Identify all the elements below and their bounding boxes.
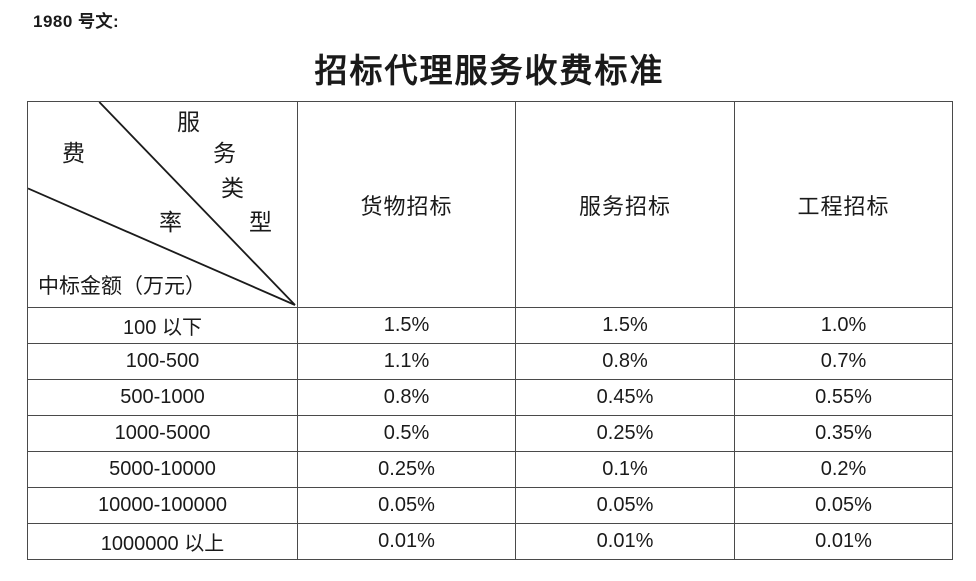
fee-value-cell: 0.35% bbox=[734, 415, 953, 452]
fee-value-cell: 0.05% bbox=[734, 487, 953, 524]
fee-value-cell: 0.55% bbox=[734, 379, 953, 416]
table-header-row: 服 务 类 型 费 率 中标金额（万元） 货物招标 服务招标 工程招标 bbox=[27, 101, 953, 308]
col-header-service-bidding: 服务招标 bbox=[515, 101, 735, 308]
diagonal-divider-lines bbox=[28, 102, 296, 306]
row-label-cell: 1000-5000 bbox=[27, 415, 298, 452]
fee-value-cell: 0.5% bbox=[297, 415, 516, 452]
table-row: 1000-5000 0.5% 0.25% 0.35% bbox=[27, 415, 953, 452]
fee-value-cell: 0.25% bbox=[297, 451, 516, 488]
row-label-cell: 1000000 以上 bbox=[27, 523, 298, 560]
fee-value-cell: 0.01% bbox=[734, 523, 953, 560]
fee-value-cell: 0.25% bbox=[515, 415, 735, 452]
table-row: 100 以下 1.5% 1.5% 1.0% bbox=[27, 307, 953, 344]
fee-value-cell: 1.5% bbox=[297, 307, 516, 344]
fee-value-cell: 0.05% bbox=[297, 487, 516, 524]
row-label-cell: 100 以下 bbox=[27, 307, 298, 344]
table-row: 500-1000 0.8% 0.45% 0.55% bbox=[27, 379, 953, 416]
table-row: 10000-100000 0.05% 0.05% 0.05% bbox=[27, 487, 953, 524]
page-title: 招标代理服务收费标准 bbox=[314, 54, 665, 90]
fee-value-cell: 0.01% bbox=[297, 523, 516, 560]
fee-standard-table: 服 务 类 型 费 率 中标金额（万元） 货物招标 服务招标 工程招标 100 … bbox=[27, 101, 953, 560]
fee-value-cell: 0.45% bbox=[515, 379, 735, 416]
row-label-cell: 500-1000 bbox=[27, 379, 298, 416]
fee-value-cell: 1.0% bbox=[734, 307, 953, 344]
row-label-cell: 100-500 bbox=[27, 343, 298, 380]
corner-service-type-char-3: 类 bbox=[221, 176, 244, 201]
fee-value-cell: 0.05% bbox=[515, 487, 735, 524]
row-label-cell: 10000-100000 bbox=[27, 487, 298, 524]
fee-value-cell: 0.8% bbox=[515, 343, 735, 380]
corner-service-type-char-2: 务 bbox=[213, 141, 236, 166]
corner-service-type-char-4: 型 bbox=[249, 210, 272, 235]
corner-service-type-char-1: 服 bbox=[177, 110, 200, 135]
fee-value-cell: 0.8% bbox=[297, 379, 516, 416]
diagonal-corner-cell: 服 务 类 型 费 率 中标金额（万元） bbox=[27, 101, 298, 308]
table-row: 100-500 1.1% 0.8% 0.7% bbox=[27, 343, 953, 380]
fee-value-cell: 0.7% bbox=[734, 343, 953, 380]
fee-value-cell: 0.01% bbox=[515, 523, 735, 560]
row-label-cell: 5000-10000 bbox=[27, 451, 298, 488]
table-row: 1000000 以上 0.01% 0.01% 0.01% bbox=[27, 523, 953, 560]
corner-fee-rate-char-1: 费 bbox=[62, 141, 85, 166]
fee-value-cell: 1.1% bbox=[297, 343, 516, 380]
col-header-goods-bidding: 货物招标 bbox=[297, 101, 516, 308]
col-header-works-bidding: 工程招标 bbox=[734, 101, 953, 308]
row-axis-label: 中标金额（万元） bbox=[38, 274, 206, 298]
table-row: 5000-10000 0.25% 0.1% 0.2% bbox=[27, 451, 953, 488]
fee-value-cell: 0.2% bbox=[734, 451, 953, 488]
doc-reference: 1980 号文: bbox=[33, 12, 120, 31]
corner-fee-rate-char-2: 率 bbox=[159, 210, 182, 235]
fee-value-cell: 1.5% bbox=[515, 307, 735, 344]
fee-value-cell: 0.1% bbox=[515, 451, 735, 488]
